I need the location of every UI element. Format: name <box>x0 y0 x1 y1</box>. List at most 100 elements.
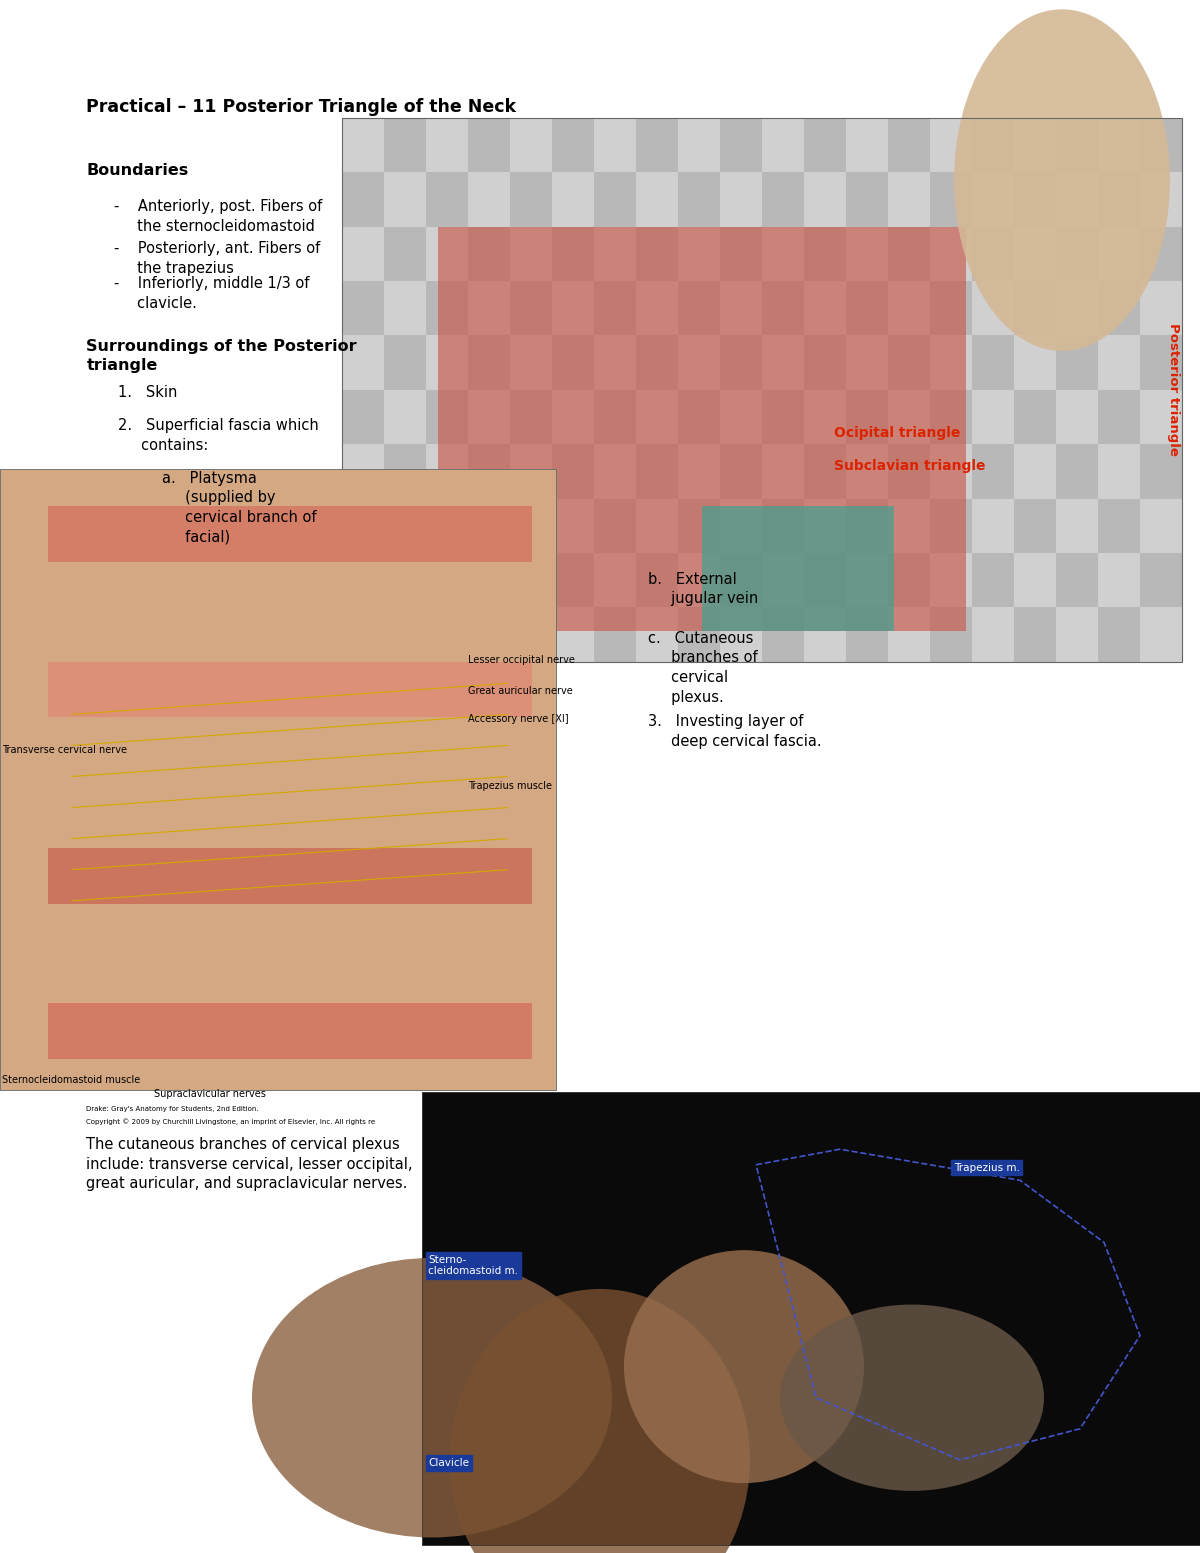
Bar <box>510 553 552 607</box>
Bar <box>342 390 384 444</box>
Bar <box>888 118 930 172</box>
Bar <box>552 281 594 335</box>
Bar <box>1014 281 1056 335</box>
Bar <box>426 499 468 553</box>
Bar <box>1056 390 1098 444</box>
Bar <box>888 281 930 335</box>
Bar <box>552 444 594 499</box>
Text: Posterior triangle: Posterior triangle <box>1168 323 1180 457</box>
Bar <box>1014 390 1056 444</box>
Bar <box>930 553 972 607</box>
Text: Sterno-
cleidomastoid m.: Sterno- cleidomastoid m. <box>428 1255 518 1277</box>
Text: -    Posteriorly, ant. Fibers of
     the trapezius: - Posteriorly, ant. Fibers of the trapez… <box>114 241 320 275</box>
Bar <box>48 848 532 904</box>
Bar <box>1098 335 1140 390</box>
Text: Great auricular nerve: Great auricular nerve <box>468 686 572 696</box>
Bar <box>846 172 888 227</box>
Bar <box>720 281 762 335</box>
Bar <box>804 335 846 390</box>
Bar <box>762 499 804 553</box>
Text: 1.   Skin: 1. Skin <box>118 385 176 401</box>
Bar <box>1098 390 1140 444</box>
Text: Transverse cervical nerve: Transverse cervical nerve <box>2 745 127 755</box>
Bar <box>1140 118 1182 172</box>
Bar <box>636 390 678 444</box>
Bar <box>846 499 888 553</box>
Bar <box>48 662 532 717</box>
Bar <box>846 553 888 607</box>
Bar <box>804 499 846 553</box>
Bar <box>762 553 804 607</box>
Text: Ocipital triangle: Ocipital triangle <box>834 426 960 441</box>
Bar <box>552 390 594 444</box>
Bar <box>720 172 762 227</box>
Bar <box>762 390 804 444</box>
Bar <box>888 335 930 390</box>
Bar <box>552 118 594 172</box>
Bar <box>678 335 720 390</box>
Text: Practical – 11 Posterior Triangle of the Neck: Practical – 11 Posterior Triangle of the… <box>86 98 516 116</box>
Bar <box>594 499 636 553</box>
Bar <box>930 118 972 172</box>
Bar <box>930 172 972 227</box>
Bar <box>1140 444 1182 499</box>
Bar <box>972 444 1014 499</box>
Bar <box>342 335 384 390</box>
Bar <box>1014 227 1056 281</box>
Bar <box>426 607 468 662</box>
Bar <box>846 335 888 390</box>
Bar <box>804 444 846 499</box>
Ellipse shape <box>954 9 1170 351</box>
Bar <box>888 227 930 281</box>
Bar <box>468 227 510 281</box>
Bar <box>426 227 468 281</box>
Bar <box>804 172 846 227</box>
Bar <box>426 281 468 335</box>
Bar <box>1140 390 1182 444</box>
Ellipse shape <box>780 1305 1044 1491</box>
Bar <box>384 553 426 607</box>
Bar <box>552 553 594 607</box>
Bar <box>636 499 678 553</box>
Bar <box>384 227 426 281</box>
Bar <box>930 499 972 553</box>
Bar <box>678 553 720 607</box>
Bar <box>636 553 678 607</box>
Bar <box>678 118 720 172</box>
Bar <box>384 172 426 227</box>
Bar <box>804 553 846 607</box>
Bar <box>972 390 1014 444</box>
Bar <box>1014 607 1056 662</box>
Bar <box>594 227 636 281</box>
Bar <box>594 444 636 499</box>
Bar <box>678 390 720 444</box>
Text: Sternocleidomastoid muscle: Sternocleidomastoid muscle <box>2 1075 140 1084</box>
Text: Surroundings of the Posterior
triangle: Surroundings of the Posterior triangle <box>86 339 358 373</box>
Bar <box>510 335 552 390</box>
Text: Trapezius m.: Trapezius m. <box>954 1163 1020 1173</box>
Text: 2.   Superficial fascia which
     contains:: 2. Superficial fascia which contains: <box>118 418 318 452</box>
Bar <box>552 227 594 281</box>
Bar <box>342 227 384 281</box>
Bar <box>720 227 762 281</box>
Bar <box>1056 172 1098 227</box>
Bar <box>342 553 384 607</box>
Bar <box>930 390 972 444</box>
Bar <box>804 607 846 662</box>
Bar <box>1098 281 1140 335</box>
Bar <box>846 227 888 281</box>
Bar <box>720 607 762 662</box>
Bar <box>930 281 972 335</box>
Bar <box>972 553 1014 607</box>
Bar <box>594 553 636 607</box>
Bar <box>384 335 426 390</box>
Bar <box>510 390 552 444</box>
Bar <box>510 499 552 553</box>
Bar <box>0 469 556 1090</box>
Bar <box>636 227 678 281</box>
Bar <box>342 172 384 227</box>
Bar <box>930 444 972 499</box>
Polygon shape <box>702 506 894 631</box>
Bar <box>468 172 510 227</box>
Bar <box>1098 172 1140 227</box>
